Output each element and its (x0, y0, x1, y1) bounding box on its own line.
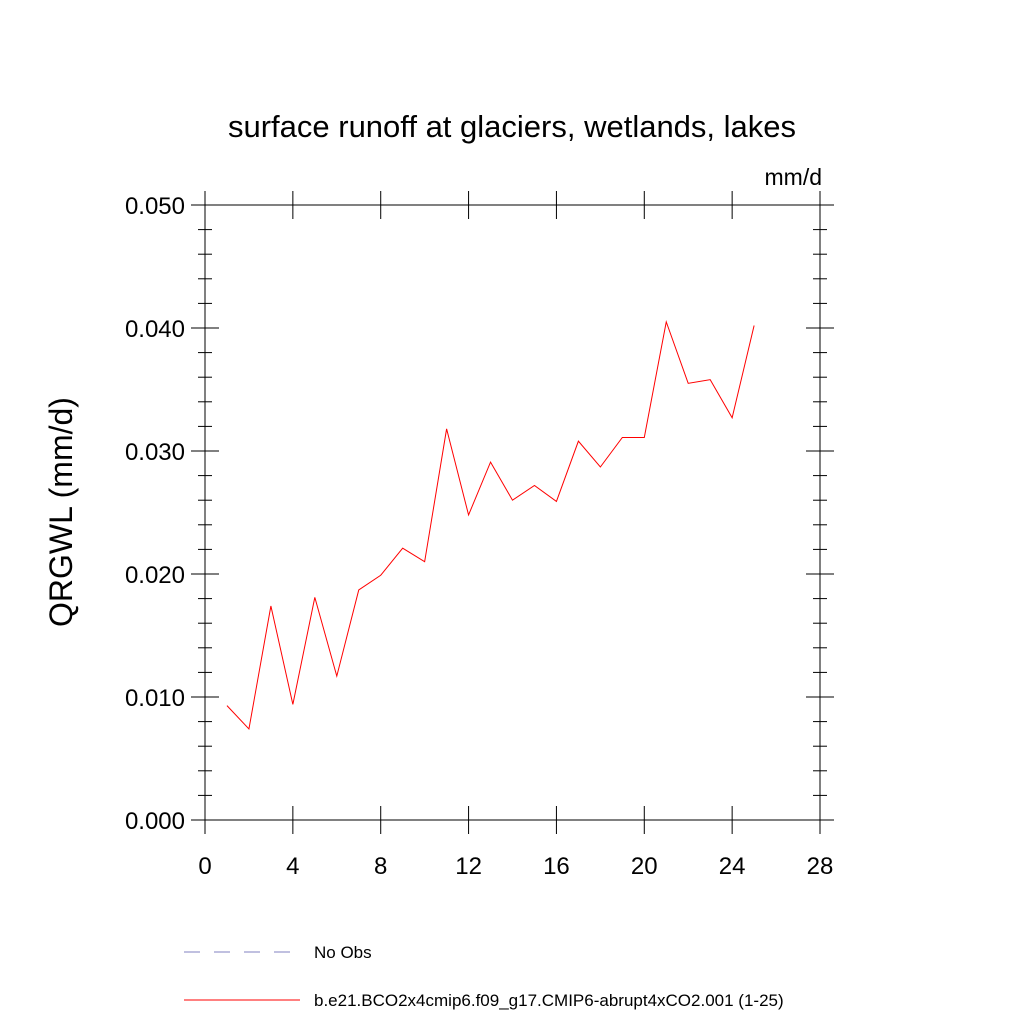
x-tick-label: 4 (286, 853, 299, 880)
x-tick-label: 12 (455, 853, 482, 880)
y-tick-label: 0.040 (125, 316, 185, 343)
legend-label: b.e21.BCO2x4cmip6.f09_g17.CMIP6-abrupt4x… (314, 991, 784, 1010)
y-tick-label: 0.000 (125, 808, 185, 835)
x-tick-label: 8 (374, 853, 387, 880)
series-layer (226, 319, 755, 731)
x-tick-label: 24 (719, 853, 746, 880)
plot-frame (204, 204, 821, 821)
series-line-1 (226, 319, 755, 731)
x-tick-label: 28 (807, 853, 834, 880)
x-tick-label: 16 (543, 853, 570, 880)
chart-title: surface runoff at glaciers, wetlands, la… (228, 109, 796, 144)
units-label: mm/d (765, 164, 823, 190)
y-tick-label: 0.030 (125, 439, 185, 466)
x-tick-label: 0 (198, 853, 211, 880)
y-axis-title: QRGWL (mm/d) (43, 397, 79, 627)
y-tick-label: 0.010 (125, 685, 185, 712)
axis-ticks: 0 4 8 12 16 20 24 28 0.000 0.010 0.020 0.030 0.040 0.… (125, 191, 834, 880)
y-tick-label: 0.050 (125, 193, 185, 220)
y-tick-label: 0.020 (125, 562, 185, 589)
legend-label: No Obs (314, 943, 372, 962)
legend: No Obs b.e21.BCO2x4cmip6.f09_g17.CMIP6-ab… (184, 943, 784, 1010)
x-tick-label: 20 (631, 853, 658, 880)
